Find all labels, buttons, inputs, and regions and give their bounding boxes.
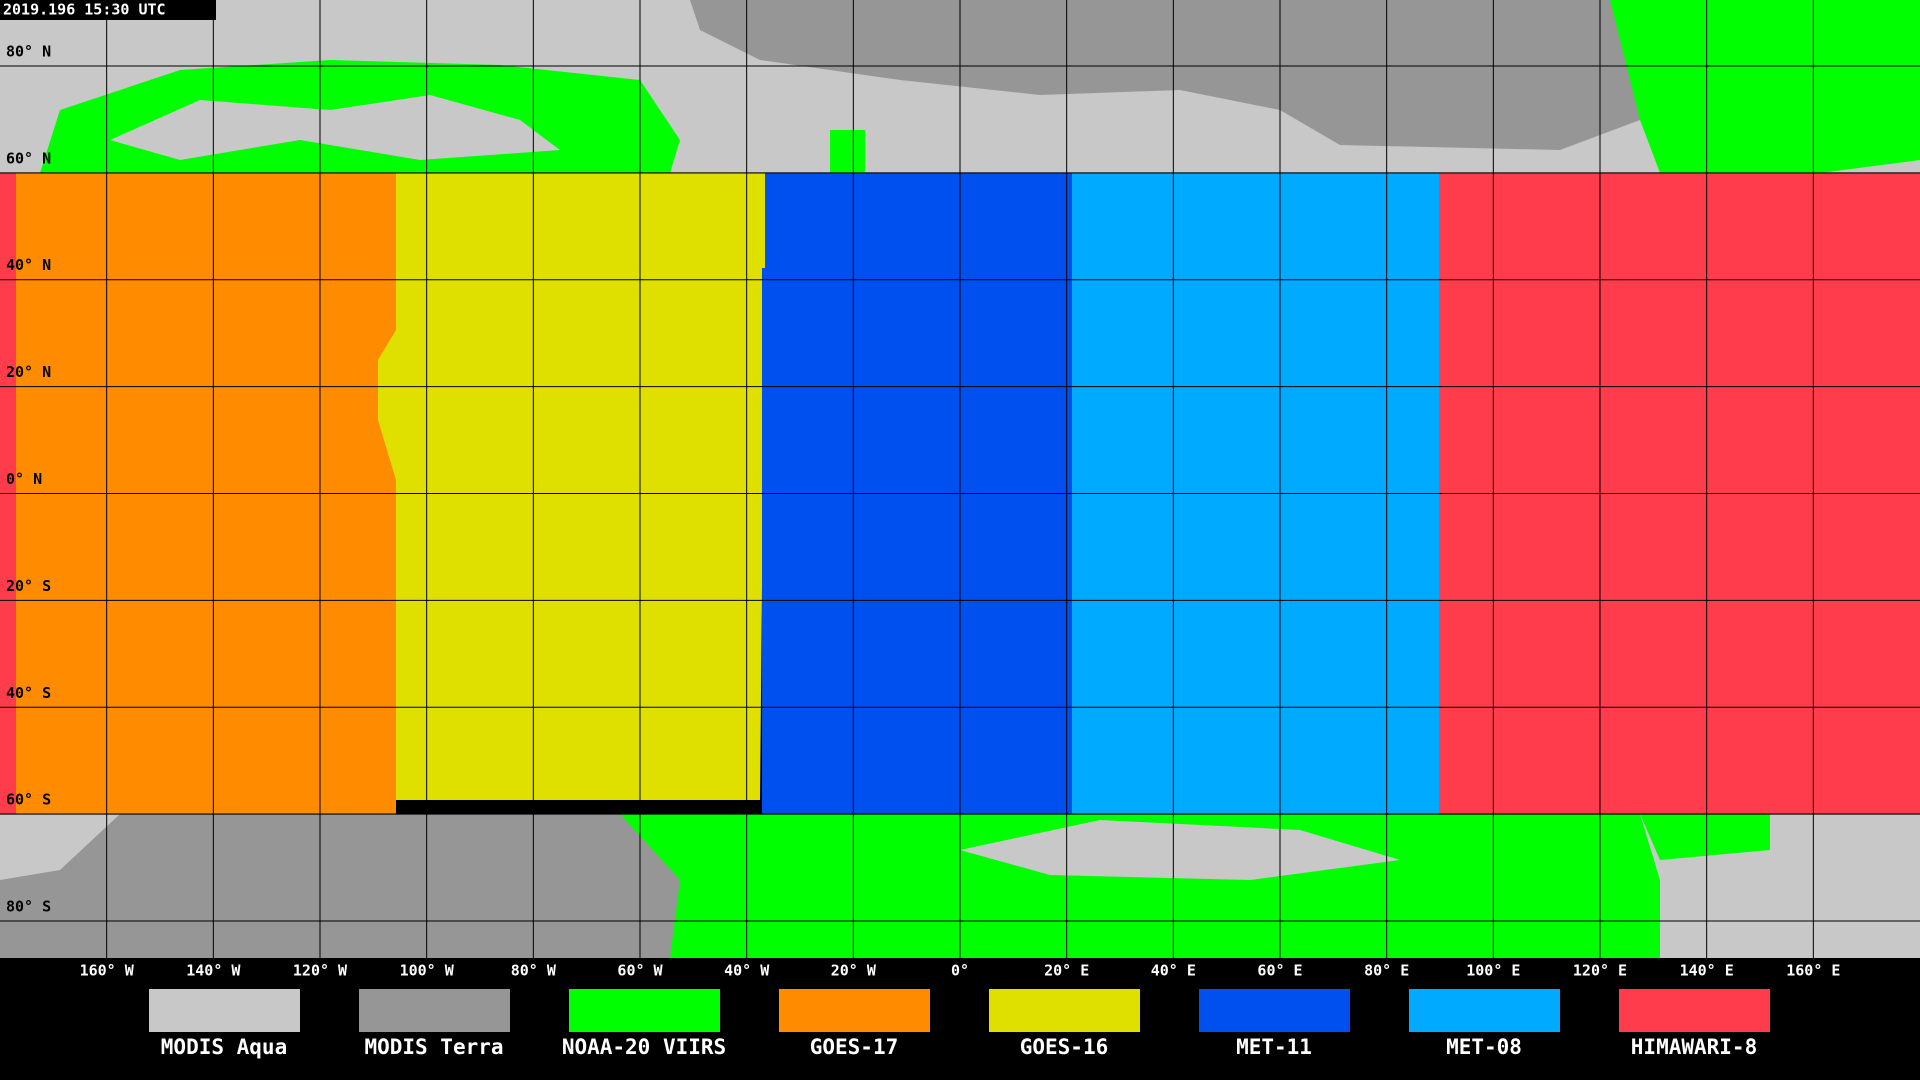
coverage-region [830, 130, 865, 173]
lon-label: 160° E [1786, 962, 1840, 980]
lon-label: 140° E [1680, 962, 1734, 980]
lon-label: 160° W [80, 962, 135, 980]
lat-label: 20° N [6, 363, 51, 381]
legend-label: MET-11 [1236, 1035, 1312, 1059]
coverage-region [0, 814, 120, 880]
legend-label: MET-08 [1446, 1035, 1522, 1059]
lat-label: 60° S [6, 791, 51, 809]
coverage-region [1640, 800, 1770, 860]
lon-label: 60° W [617, 962, 663, 980]
lon-label: 120° W [293, 962, 348, 980]
legend-swatch [779, 989, 930, 1032]
coverage-region [110, 95, 560, 160]
lon-label: 0° [951, 962, 969, 980]
legend-label: MODIS Aqua [161, 1035, 287, 1059]
lon-label: 80° W [511, 962, 557, 980]
legend-label: HIMAWARI-8 [1631, 1035, 1757, 1059]
coverage-region [765, 173, 1072, 268]
lat-label: 40° S [6, 684, 51, 702]
lon-label: 40° E [1151, 962, 1196, 980]
lat-label: 40° N [6, 256, 51, 274]
lon-label: 40° W [724, 962, 770, 980]
coverage-region [1610, 0, 1920, 173]
timestamp: 2019.196 15:30 UTC [3, 1, 166, 19]
lat-label: 80° N [6, 42, 51, 60]
timestamp-box [0, 0, 216, 20]
lat-label: 0° N [6, 470, 42, 488]
legend-label: GOES-16 [1020, 1035, 1109, 1059]
legend-label: MODIS Terra [364, 1035, 503, 1059]
lon-label: 20° E [1044, 962, 1089, 980]
legend-swatch [569, 989, 720, 1032]
legend-swatch [989, 989, 1140, 1032]
lat-label: 20° S [6, 577, 51, 595]
coverage-region [378, 173, 785, 800]
lon-label: 20° W [831, 962, 877, 980]
legend-label: GOES-17 [810, 1035, 899, 1059]
coverage-region [960, 820, 1400, 880]
lon-label: 140° W [186, 962, 241, 980]
graticule [0, 65, 1920, 922]
legend-swatch [1619, 989, 1770, 1032]
coverage-region [620, 814, 1660, 958]
legend-swatch [359, 989, 510, 1032]
coverage-region [762, 268, 1072, 814]
lon-label: 100° W [400, 962, 455, 980]
coverage-region [690, 0, 1640, 150]
lon-label: 60° E [1257, 962, 1302, 980]
legend-swatch [149, 989, 300, 1032]
lon-label: 120° E [1573, 962, 1627, 980]
lat-label: 60° N [6, 149, 51, 167]
lon-label: 100° E [1466, 962, 1520, 980]
lat-label: 80° S [6, 898, 51, 916]
legend-label: NOAA-20 VIIRS [562, 1035, 726, 1059]
lon-label: 80° E [1364, 962, 1409, 980]
legend-swatch [1199, 989, 1350, 1032]
legend-swatch [1409, 989, 1560, 1032]
